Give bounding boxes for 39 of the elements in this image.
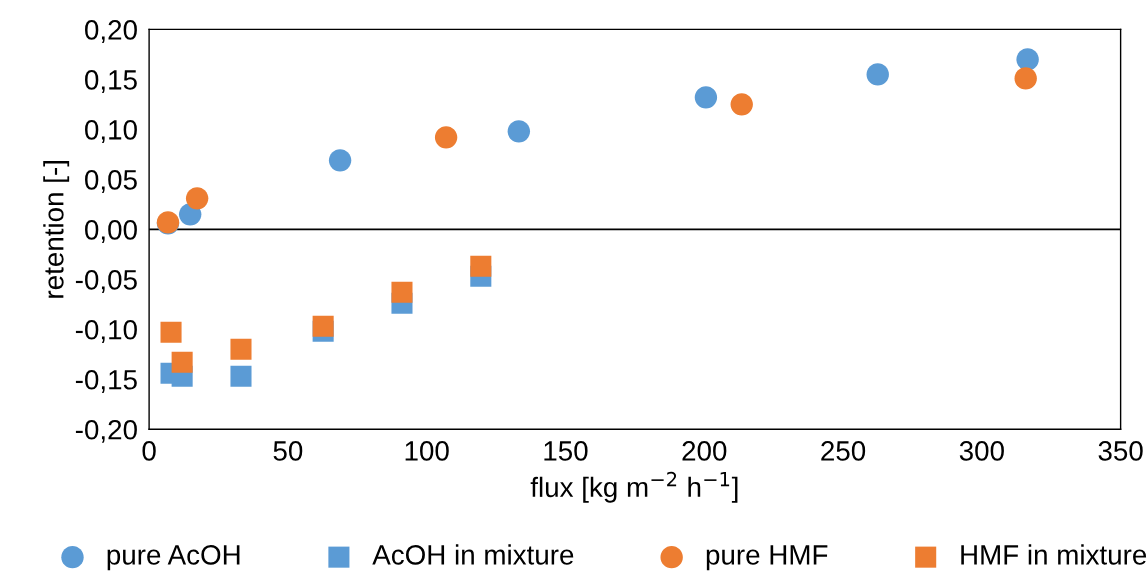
legend-label: HMF in mixture bbox=[961, 544, 1147, 565]
point bbox=[230, 338, 252, 360]
y-tick-label: -0,15 bbox=[75, 369, 137, 393]
x-tick-label: 150 bbox=[544, 441, 588, 461]
x-tick-label: 250 bbox=[821, 441, 866, 461]
point bbox=[312, 315, 334, 337]
y-tick-label: 0,05 bbox=[85, 170, 137, 193]
point bbox=[507, 120, 531, 143]
y-tick-label: -0,05 bbox=[75, 269, 137, 293]
point bbox=[1014, 67, 1037, 90]
y-tick-label: 0,10 bbox=[85, 120, 137, 143]
point bbox=[1016, 48, 1039, 71]
y-tick-label: -0,20 bbox=[75, 419, 137, 443]
x-tick-label: 200 bbox=[682, 441, 727, 461]
x-tick-label: 300 bbox=[959, 441, 1004, 461]
legend-label: AcOH in mixture bbox=[372, 544, 574, 565]
x-tick-label: 0 bbox=[142, 441, 156, 461]
point bbox=[434, 126, 458, 149]
point bbox=[171, 351, 193, 373]
point bbox=[160, 321, 182, 343]
y-tick-label: 0,15 bbox=[85, 70, 137, 93]
y-tick-label: -0,10 bbox=[75, 319, 137, 343]
legend-label: pure AcOH bbox=[107, 545, 240, 571]
x-tick-label: 50 bbox=[273, 441, 303, 461]
y-axis-title: retention [-] bbox=[43, 161, 70, 298]
point bbox=[391, 281, 413, 303]
x-axis-title: flux [kg m$^{−2}$ h$^{−1}$] bbox=[530, 471, 738, 503]
y-tick-label: 0,20 bbox=[85, 20, 137, 44]
x-tick-label: 100 bbox=[405, 441, 449, 461]
point bbox=[730, 93, 753, 116]
y-tick-label: 0,00 bbox=[85, 219, 137, 243]
point bbox=[185, 187, 209, 210]
point bbox=[230, 365, 252, 387]
point bbox=[328, 149, 352, 172]
point bbox=[694, 86, 718, 109]
x-tick-label: 350 bbox=[1098, 441, 1143, 461]
legend-label: pure HMF bbox=[706, 545, 828, 571]
point bbox=[470, 255, 492, 277]
point bbox=[866, 63, 889, 86]
